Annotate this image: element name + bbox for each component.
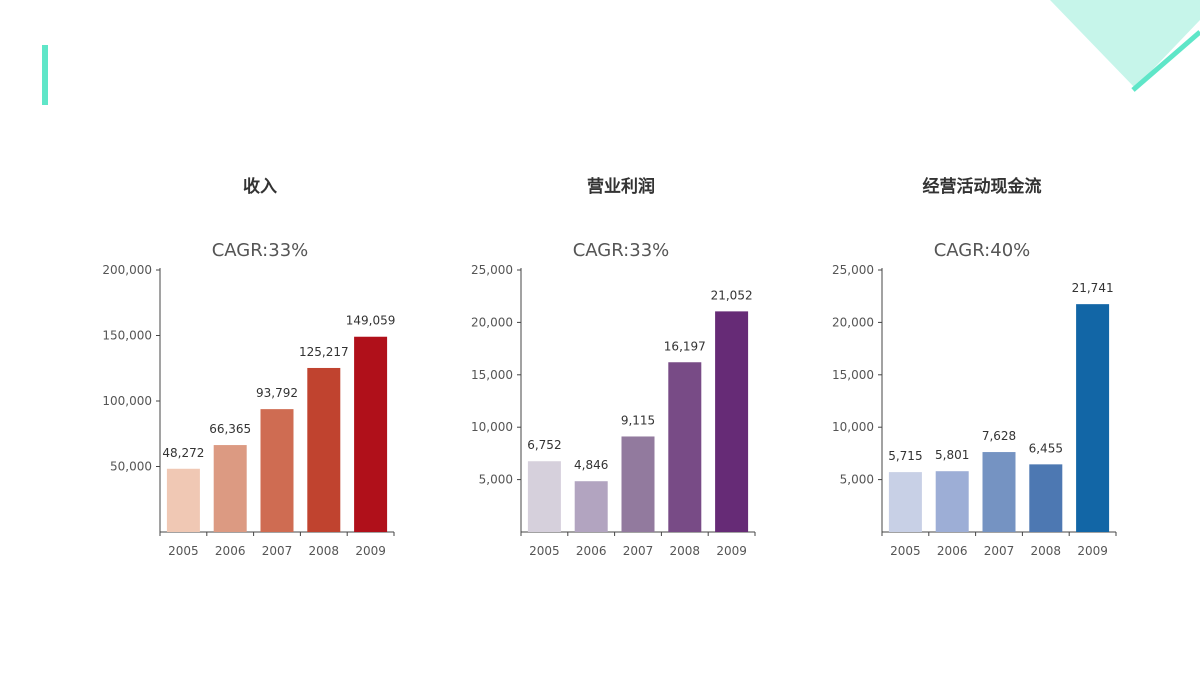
bar [668,362,702,532]
bar [1076,304,1110,532]
x-tick-label: 2007 [623,544,654,558]
cagr-label: CAGR:40% [933,240,1031,261]
y-tick-label: 5,000 [479,473,513,487]
data-label: 7,628 [982,429,1016,443]
bar [574,481,608,532]
bar [888,472,922,532]
bar [935,471,969,532]
y-tick-label: 25,000 [832,263,874,277]
y-tick-label: 150,000 [102,329,152,343]
x-tick-label: 2009 [355,544,386,558]
y-tick-label: 10,000 [832,420,874,434]
data-label: 66,365 [209,422,251,436]
x-tick-label: 2009 [1077,544,1108,558]
chart-title: 经营活动现金流 [922,177,1042,197]
x-tick-label: 2006 [937,544,968,558]
chart-title: 收入 [243,177,277,197]
y-tick-label: 50,000 [110,460,152,474]
data-label: 93,792 [256,386,298,400]
data-label: 21,741 [1072,281,1114,295]
bar [166,468,200,532]
operating-profit-chart: 营业利润 CAGR:33% 5,000 10,000 15,000 20,000 25,… [456,160,786,580]
bar-chart-svg: 5,000 10,000 15,000 20,000 25,000 5,715 2005 5,… [832,263,1117,558]
x-tick-label: 2008 [309,544,340,558]
bar [621,436,655,532]
x-tick-label: 2005 [168,544,199,558]
x-tick-label: 2007 [984,544,1015,558]
bar [354,336,388,532]
y-tick-label: 15,000 [471,368,513,382]
bar [213,445,247,532]
y-tick-label: 200,000 [102,263,152,277]
y-tick-label: 25,000 [471,263,513,277]
chart-title: 营业利润 [587,177,655,197]
x-tick-label: 2008 [1031,544,1062,558]
x-tick-label: 2006 [576,544,607,558]
cagr-label: CAGR:33% [572,240,670,261]
x-tick-label: 2009 [716,544,747,558]
y-tick-label: 15,000 [832,368,874,382]
data-label: 4,846 [574,458,608,472]
data-label: 5,801 [935,448,969,462]
data-label: 149,059 [346,314,396,328]
bar [527,461,561,532]
data-label: 5,715 [888,449,922,463]
data-label: 16,197 [664,339,706,353]
data-label: 6,455 [1029,441,1063,455]
bar [307,367,341,532]
bar-chart-svg: 5,000 10,000 15,000 20,000 25,000 6,752 2005 4,… [471,263,756,558]
data-label: 9,115 [621,413,655,427]
y-tick-label: 10,000 [471,420,513,434]
data-label: 21,052 [711,288,753,302]
cagr-label: CAGR:33% [211,240,309,261]
revenue-chart: 收入 CAGR:33% 50,000 100,000 150,000 200,000 4… [95,160,425,580]
bar [260,409,294,532]
x-tick-label: 2007 [262,544,293,558]
y-tick-label: 100,000 [102,394,152,408]
data-label: 6,752 [527,438,561,452]
x-tick-label: 2005 [890,544,921,558]
y-tick-label: 20,000 [471,315,513,329]
bar [1029,464,1063,532]
operating-cashflow-chart: 经营活动现金流 CAGR:40% 5,000 10,000 15,000 20,000… [817,160,1147,580]
x-tick-label: 2008 [670,544,701,558]
bar [982,452,1016,532]
bar [715,311,749,532]
data-label: 125,217 [299,345,349,359]
x-tick-label: 2005 [529,544,560,558]
y-tick-label: 20,000 [832,315,874,329]
x-tick-label: 2006 [215,544,246,558]
bar-chart-svg: 50,000 100,000 150,000 200,000 48,272 2005 66,… [102,263,396,558]
y-tick-label: 5,000 [840,473,874,487]
accent-bar [42,45,48,105]
data-label: 48,272 [162,446,204,460]
corner-decoration [1050,0,1200,92]
